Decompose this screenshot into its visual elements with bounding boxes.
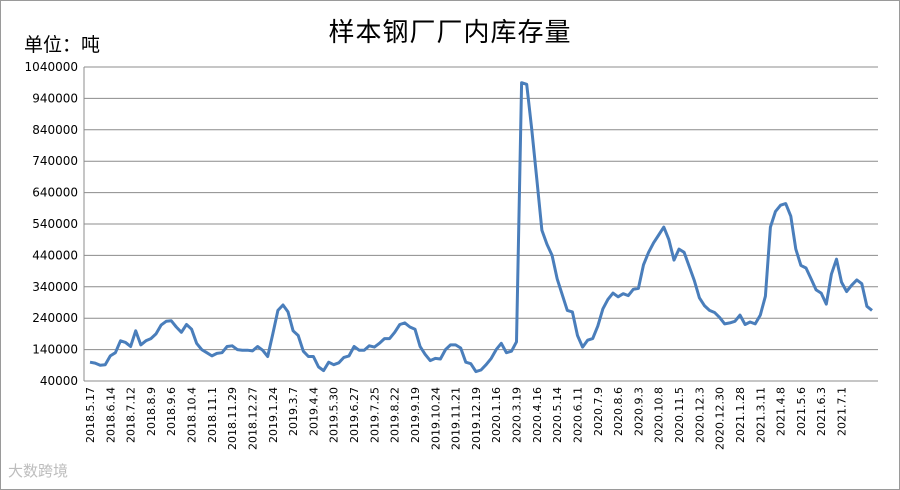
y-axis-ticks: 40000 140000 240000 340000 440000 540000 64000… xyxy=(25,60,78,388)
x-tick-label: 2021.4.8 xyxy=(775,387,788,436)
unit-label: 单位：吨 xyxy=(24,34,101,56)
x-tick-label: 2021.6.3 xyxy=(815,387,828,436)
x-tick-label: 2020.7.9 xyxy=(592,387,605,436)
y-tick-label: 540000 xyxy=(32,217,78,231)
x-tick-label: 2018.5.17 xyxy=(84,387,97,443)
x-tick-label: 2019.7.25 xyxy=(368,387,381,443)
series-line xyxy=(89,81,873,374)
x-tick-label: 2019.1.24 xyxy=(267,387,280,443)
y-tick-label: 40000 xyxy=(40,374,78,388)
y-tick-label: 740000 xyxy=(32,154,78,168)
x-tick-label: 2020.9.3 xyxy=(632,387,645,436)
series-group xyxy=(89,81,873,374)
y-tick-label: 240000 xyxy=(32,311,78,325)
x-tick-label: 2021.5.6 xyxy=(795,387,808,436)
x-tick-label: 2019.8.22 xyxy=(389,387,402,443)
x-tick-label: 2018.6.14 xyxy=(104,387,117,443)
x-tick-label: 2021.1.28 xyxy=(734,387,747,443)
chart-title: 样本钢厂厂内库存量 xyxy=(328,18,572,48)
x-tick-label: 2020.6.11 xyxy=(571,387,584,443)
x-tick-label: 2019.11.21 xyxy=(450,387,463,450)
y-tick-label: 840000 xyxy=(32,123,78,137)
x-tick-label: 2020.12.3 xyxy=(693,387,706,443)
x-tick-label: 2019.10.24 xyxy=(429,387,442,450)
x-tick-label: 2019.5.30 xyxy=(328,387,341,443)
x-tick-label: 2019.4.4 xyxy=(307,387,320,436)
x-tick-label: 2020.11.5 xyxy=(673,387,686,443)
x-tick-label: 2018.11.29 xyxy=(226,387,239,450)
x-tick-label: 2018.12.27 xyxy=(246,387,259,450)
x-tick-label: 2020.12.30 xyxy=(714,387,727,450)
x-tick-label: 2018.11.1 xyxy=(206,387,219,443)
y-tick-label: 140000 xyxy=(32,343,78,357)
x-tick-label: 2020.3.19 xyxy=(511,387,524,443)
x-tick-label: 2020.10.8 xyxy=(653,387,666,443)
y-tick-label: 340000 xyxy=(32,280,78,294)
x-tick-label: 2019.3.7 xyxy=(287,387,300,436)
x-tick-label: 2019.12.19 xyxy=(470,387,483,450)
x-tick-label: 2018.10.4 xyxy=(186,387,199,443)
x-axis-ticks: 2018.5.17 2018.6.14 2018.7.12 2018.8.9 2018.… xyxy=(84,387,849,450)
x-tick-label: 2019.9.19 xyxy=(409,387,422,443)
x-tick-label: 2018.9.6 xyxy=(165,387,178,436)
x-tick-label: 2020.1.16 xyxy=(490,387,503,443)
x-tick-label: 2020.8.6 xyxy=(612,387,625,436)
y-tick-label: 640000 xyxy=(32,186,78,200)
x-tick-label: 2021.7.1 xyxy=(836,387,849,436)
x-tick-label: 2021.3.11 xyxy=(754,387,767,443)
x-tick-label: 2019.6.27 xyxy=(348,387,361,443)
y-tick-label: 440000 xyxy=(32,248,78,262)
x-tick-label: 2018.7.12 xyxy=(125,387,138,443)
y-tick-label: 1040000 xyxy=(25,60,78,74)
y-tick-label: 940000 xyxy=(32,91,78,105)
x-tick-label: 2020.4.16 xyxy=(531,387,544,443)
x-tick-label: 2018.8.9 xyxy=(145,387,158,436)
watermark: 大数跨境 xyxy=(8,462,69,480)
grid-lines xyxy=(83,66,878,382)
x-tick-label: 2020.5.14 xyxy=(551,387,564,443)
